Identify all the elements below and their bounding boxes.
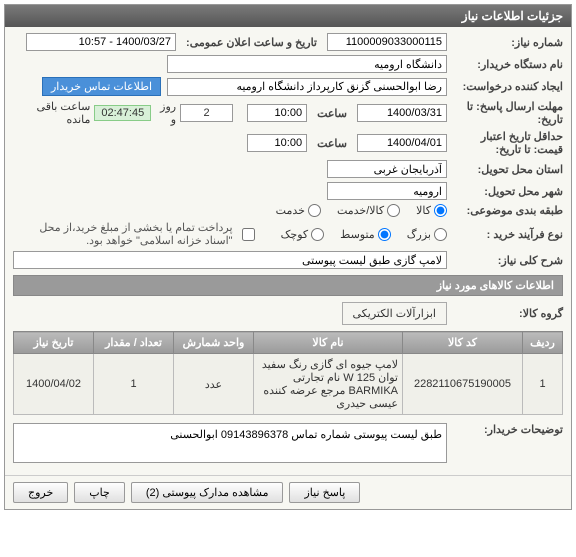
td-row: 1 <box>523 354 563 415</box>
hour-label-1: ساعت <box>313 107 351 120</box>
contact-button[interactable]: اطلاعات تماس خریدار <box>42 77 161 96</box>
td-unit: عدد <box>174 354 254 415</box>
explain-label: توضیحات خریدار: <box>453 423 563 436</box>
valid-date <box>357 134 447 152</box>
exit-button[interactable]: خروج <box>13 482 68 503</box>
need-no-field <box>327 33 447 51</box>
countdown: 2 روز و 02:47:45 ساعت باقی مانده <box>13 100 241 126</box>
need-no-label: شماره نیاز: <box>453 36 563 49</box>
th-unit: واحد شمارش <box>174 332 254 354</box>
td-code: 2282110675190005 <box>403 354 523 415</box>
creator-label: ایجاد کننده درخواست: <box>453 80 563 93</box>
goods-group-value: ابزارآلات الکتریکی <box>342 302 447 325</box>
td-date: 1400/04/02 <box>14 354 94 415</box>
partial-checkbox[interactable]: پرداخت تمام یا بخشی از مبلغ خرید،از محل … <box>13 221 255 247</box>
province-field <box>327 160 447 178</box>
attachments-button[interactable]: مشاهده مدارک پیوستی (2) <box>131 482 284 503</box>
buyer-field <box>167 55 447 73</box>
th-date: تاریخ نیاز <box>14 332 94 354</box>
goods-section-title: اطلاعات کالاهای مورد نیاز <box>13 275 563 296</box>
valid-label: حداقل تاریخ اعتبار قیمت: تا تاریخ: <box>453 130 563 156</box>
creator-field <box>167 78 447 96</box>
city-label: شهر محل تحویل: <box>453 185 563 198</box>
deadline-date <box>357 104 447 122</box>
th-code: کد کالا <box>403 332 523 354</box>
buy-sm[interactable]: کوچک <box>281 228 325 241</box>
form-area: شماره نیاز: تاریخ و ساعت اعلان عمومی: نا… <box>5 27 571 469</box>
announce-field <box>26 33 176 51</box>
buy-big[interactable]: بزرگ <box>407 228 447 241</box>
pack-goods-service[interactable]: کالا/خدمت <box>337 204 400 217</box>
goods-group-label: گروه کالا: <box>453 307 563 320</box>
button-bar: پاسخ نیاز مشاهده مدارک پیوستی (2) چاپ خر… <box>5 475 571 509</box>
pack-service[interactable]: خدمت <box>276 204 321 217</box>
city-field <box>327 182 447 200</box>
td-name: لامپ جیوه ای گازی رنگ سفید توان W 125 نا… <box>254 354 403 415</box>
summary-label: شرح کلی نیاز: <box>453 254 563 267</box>
buyer-label: نام دستگاه خریدار: <box>453 58 563 71</box>
th-name: نام کالا <box>254 332 403 354</box>
announce-label: تاریخ و ساعت اعلان عمومی: <box>182 36 321 49</box>
province-label: استان محل تحویل: <box>453 163 563 176</box>
goods-table: ردیف کد کالا نام کالا واحد شمارش تعداد /… <box>13 331 563 415</box>
deadline-label: مهلت ارسال پاسخ: تا تاریخ: <box>453 100 563 126</box>
panel-title: جزئیات اطلاعات نیاز <box>5 5 571 27</box>
countdown-days: 2 <box>180 104 233 122</box>
pack-radio-group: کالا کالا/خدمت خدمت <box>276 204 447 217</box>
td-qty: 1 <box>94 354 174 415</box>
table-row: 1 2282110675190005 لامپ جیوه ای گازی رنگ… <box>14 354 563 415</box>
buytype-label: نوع فرآیند خرید : <box>453 228 563 241</box>
explain-field <box>13 423 447 463</box>
hour-label-2: ساعت <box>313 137 351 150</box>
buytype-radio-group: بزرگ متوسط کوچک <box>281 228 447 241</box>
countdown-time: 02:47:45 <box>94 105 151 121</box>
submit-button[interactable]: پاسخ نیاز <box>289 482 360 503</box>
pack-goods[interactable]: کالا <box>416 204 447 217</box>
countdown-remain: ساعت باقی مانده <box>21 100 90 126</box>
valid-hour <box>247 134 307 152</box>
summary-field <box>13 251 447 269</box>
print-button[interactable]: چاپ <box>74 482 125 503</box>
details-panel: جزئیات اطلاعات نیاز شماره نیاز: تاریخ و … <box>4 4 572 510</box>
deadline-hour <box>247 104 307 122</box>
th-qty: تعداد / مقدار <box>94 332 174 354</box>
buy-med[interactable]: متوسط <box>340 228 391 241</box>
table-header-row: ردیف کد کالا نام کالا واحد شمارش تعداد /… <box>14 332 563 354</box>
countdown-days-label: روز و <box>155 100 176 126</box>
pack-label: طبقه بندی موضوعی: <box>453 204 563 217</box>
th-row: ردیف <box>523 332 563 354</box>
